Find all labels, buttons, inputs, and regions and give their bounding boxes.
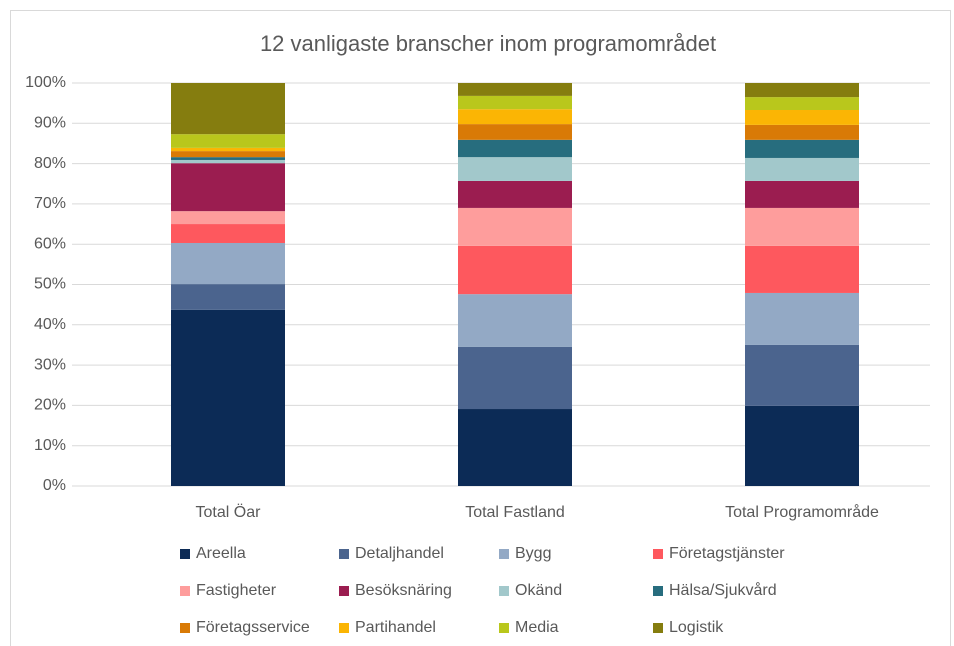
legend-label: Media bbox=[515, 619, 559, 636]
bar-segment bbox=[458, 157, 572, 181]
bar-segment bbox=[171, 151, 285, 158]
legend-label: Företagstjänster bbox=[669, 545, 785, 562]
legend-label: Besöksnäring bbox=[355, 582, 452, 599]
bar-segment bbox=[171, 83, 285, 135]
bar-segment bbox=[171, 224, 285, 243]
bar-segment bbox=[745, 124, 859, 140]
bar-segment bbox=[171, 134, 285, 148]
legend-label: Bygg bbox=[515, 545, 551, 562]
bar-segment bbox=[745, 139, 859, 158]
y-tick-label: 50% bbox=[34, 276, 66, 293]
bar-segment bbox=[171, 157, 285, 160]
bar-segment bbox=[745, 83, 859, 98]
bar-segment bbox=[171, 211, 285, 225]
bar-segment bbox=[458, 109, 572, 125]
bar-segment bbox=[458, 245, 572, 295]
bar-segment bbox=[458, 207, 572, 246]
y-tick-label: 20% bbox=[34, 397, 66, 414]
y-tick-label: 40% bbox=[34, 316, 66, 333]
bar-segment bbox=[745, 207, 859, 246]
bar-segment bbox=[745, 245, 859, 293]
legend-label: Hälsa/Sjukvård bbox=[669, 581, 777, 599]
bar-segment bbox=[745, 97, 859, 111]
bar-segment bbox=[458, 124, 572, 140]
legend-label: Detaljhandel bbox=[355, 545, 444, 562]
bar-segment bbox=[171, 147, 285, 152]
x-tick-label: Total Öar bbox=[196, 503, 262, 521]
legend-swatch bbox=[180, 586, 190, 596]
y-tick-label: 90% bbox=[34, 115, 66, 132]
legend-swatch bbox=[499, 623, 509, 633]
x-tick-label: Total Programområde bbox=[725, 503, 879, 521]
legend-swatch bbox=[653, 623, 663, 633]
legend-label: Okänd bbox=[515, 582, 562, 599]
bar-segment bbox=[745, 405, 859, 486]
legend-swatch bbox=[653, 549, 663, 559]
bar-segment bbox=[458, 180, 572, 208]
bar-segment bbox=[458, 83, 572, 96]
legend-swatch bbox=[339, 586, 349, 596]
legend-swatch bbox=[499, 549, 509, 559]
legend-swatch bbox=[180, 549, 190, 559]
legend-swatch bbox=[499, 586, 509, 596]
legend-swatch bbox=[339, 549, 349, 559]
y-tick-label: 30% bbox=[34, 356, 66, 373]
y-tick-label: 70% bbox=[34, 195, 66, 212]
legend-swatch bbox=[339, 623, 349, 633]
y-tick-label: 0% bbox=[43, 477, 66, 494]
bar-segment bbox=[171, 284, 285, 310]
bar-segment bbox=[171, 309, 285, 486]
bar-segment bbox=[171, 163, 285, 212]
legend-label: Areella bbox=[196, 545, 246, 562]
bar-segment bbox=[745, 157, 859, 181]
chart-title: 12 vanligaste branscher inom programområ… bbox=[260, 31, 716, 56]
bar-segment bbox=[458, 346, 572, 410]
bar-segment bbox=[458, 409, 572, 486]
y-tick-label: 100% bbox=[25, 74, 66, 91]
bar-segment bbox=[745, 344, 859, 406]
bar-segment bbox=[745, 180, 859, 208]
legend-swatch bbox=[653, 586, 663, 596]
y-tick-label: 80% bbox=[34, 155, 66, 172]
bar-segment bbox=[458, 95, 572, 110]
bar-segment bbox=[171, 242, 285, 285]
bar-segment bbox=[171, 159, 285, 164]
legend-label: Fastigheter bbox=[196, 582, 277, 599]
bar-segment bbox=[458, 294, 572, 347]
legend-label: Partihandel bbox=[355, 619, 436, 636]
y-tick-label: 10% bbox=[34, 437, 66, 454]
bar-segment bbox=[745, 110, 859, 125]
y-tick-label: 60% bbox=[34, 235, 66, 252]
bar-segment bbox=[458, 139, 572, 158]
x-tick-label: Total Fastland bbox=[465, 504, 565, 521]
legend-label: Företagsservice bbox=[196, 619, 310, 636]
legend-swatch bbox=[180, 623, 190, 633]
bar-segment bbox=[745, 292, 859, 345]
legend-label: Logistik bbox=[669, 619, 724, 636]
